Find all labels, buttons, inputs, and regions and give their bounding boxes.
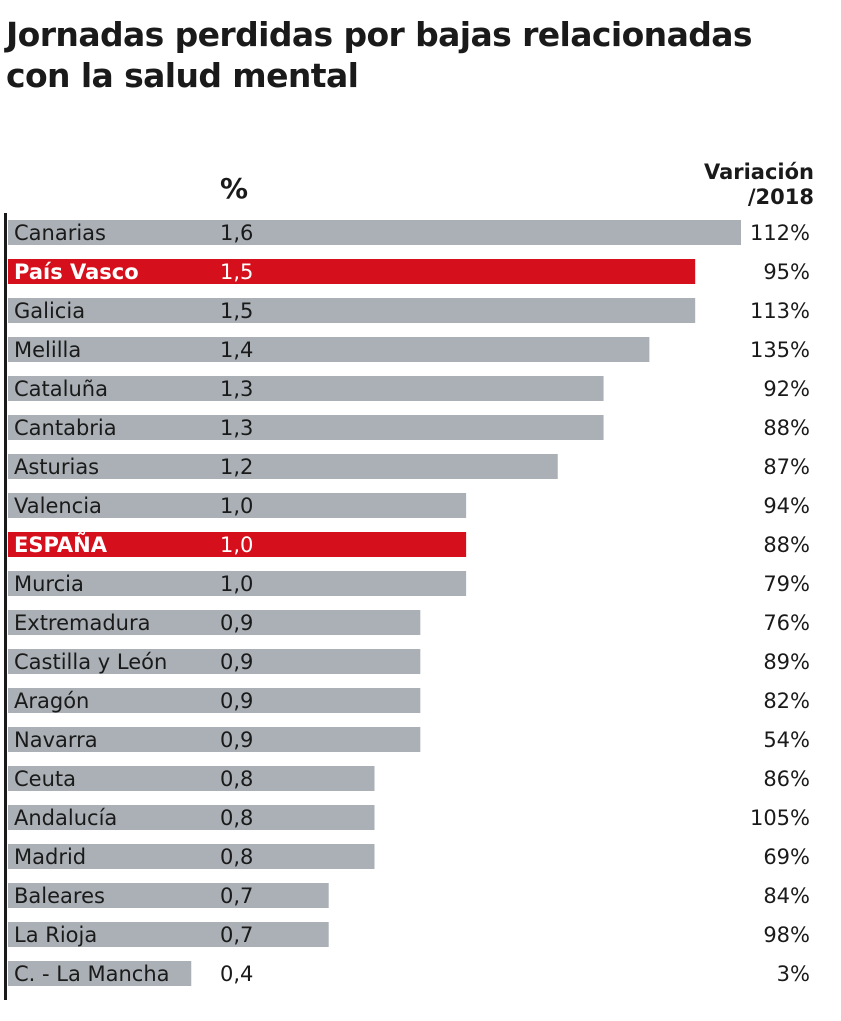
variation-column-header: Variación /2018 [704, 160, 814, 210]
category-label: La Rioja [14, 923, 97, 947]
bar-galicia [8, 298, 696, 323]
value-label: 0,9 [220, 728, 253, 752]
value-label: 0,9 [220, 689, 253, 713]
variation-label: 3% [777, 962, 810, 986]
bar-andaluc-a [8, 805, 375, 830]
bar-extremadura [8, 610, 421, 635]
variation-label: 92% [763, 377, 810, 401]
variation-label: 87% [763, 455, 810, 479]
category-label: Cantabria [14, 416, 117, 440]
variation-label: 76% [763, 611, 810, 635]
variation-label: 69% [763, 845, 810, 869]
variation-label: 82% [763, 689, 810, 713]
variation-label: 88% [763, 533, 810, 557]
variation-label: 88% [763, 416, 810, 440]
value-label: 0,8 [220, 845, 253, 869]
category-label: Ceuta [14, 767, 76, 791]
category-label: País Vasco [14, 260, 139, 284]
bar-cantabria [8, 415, 604, 440]
category-label: Andalucía [14, 806, 117, 830]
category-label: Baleares [14, 884, 105, 908]
bar-valencia [8, 493, 467, 518]
value-label: 1,3 [220, 416, 253, 440]
category-label: Galicia [14, 299, 85, 323]
bar-catalu-a [8, 376, 604, 401]
variation-label: 94% [763, 494, 810, 518]
bar-madrid [8, 844, 375, 869]
category-label: Castilla y León [14, 650, 167, 674]
category-label: Asturias [14, 455, 99, 479]
value-label: 0,4 [220, 962, 253, 986]
variation-label: 112% [750, 221, 810, 245]
bar-castilla-y-le-n [8, 649, 421, 674]
category-label: Cataluña [14, 377, 108, 401]
variation-header-line2: /2018 [747, 185, 814, 209]
category-label: ESPAÑA [14, 532, 108, 557]
percent-column-header: % [220, 172, 249, 205]
value-label: 1,2 [220, 455, 253, 479]
variation-label: 98% [763, 923, 810, 947]
value-label: 1,6 [220, 221, 253, 245]
variation-label: 84% [763, 884, 810, 908]
chart-title: Jornadas perdidas por bajas relacionadas… [6, 15, 753, 95]
bar-asturias [8, 454, 558, 479]
bar-c-la-mancha [8, 961, 192, 986]
category-label: Aragón [14, 689, 89, 713]
value-label: 1,0 [220, 494, 253, 518]
bar-pa-s-vasco [8, 259, 696, 284]
value-label: 1,0 [220, 533, 253, 557]
bar-la-rioja [8, 922, 329, 947]
category-label: Navarra [14, 728, 98, 752]
variation-header-line1: Variación [703, 160, 814, 184]
bar-baleares [8, 883, 329, 908]
value-label: 1,0 [220, 572, 253, 596]
bar-canarias [8, 220, 741, 245]
variation-label: 79% [763, 572, 810, 596]
category-label: Madrid [14, 845, 86, 869]
category-label: Extremadura [14, 611, 151, 635]
bar-ceuta [8, 766, 375, 791]
bar-murcia [8, 571, 467, 596]
value-label: 0,9 [220, 611, 253, 635]
variation-label: 89% [763, 650, 810, 674]
variation-label: 113% [750, 299, 810, 323]
value-label: 1,4 [220, 338, 253, 362]
variation-label: 135% [750, 338, 810, 362]
value-label: 1,3 [220, 377, 253, 401]
bar-espa-a [8, 532, 467, 557]
category-label: Valencia [14, 494, 102, 518]
bar-navarra [8, 727, 421, 752]
variation-label: 54% [763, 728, 810, 752]
category-label: Canarias [14, 221, 106, 245]
category-label: C. - La Mancha [14, 962, 170, 986]
axis-line [4, 213, 7, 1000]
variation-label: 105% [750, 806, 810, 830]
value-label: 0,7 [220, 923, 253, 947]
value-label: 0,9 [220, 650, 253, 674]
value-label: 1,5 [220, 260, 253, 284]
value-label: 1,5 [220, 299, 253, 323]
bar-arag-n [8, 688, 421, 713]
category-label: Melilla [14, 338, 81, 362]
value-label: 0,8 [220, 806, 253, 830]
category-label: Murcia [14, 572, 84, 596]
variation-label: 86% [763, 767, 810, 791]
value-label: 0,7 [220, 884, 253, 908]
value-label: 0,8 [220, 767, 253, 791]
variation-label: 95% [763, 260, 810, 284]
bar-melilla [8, 337, 650, 362]
